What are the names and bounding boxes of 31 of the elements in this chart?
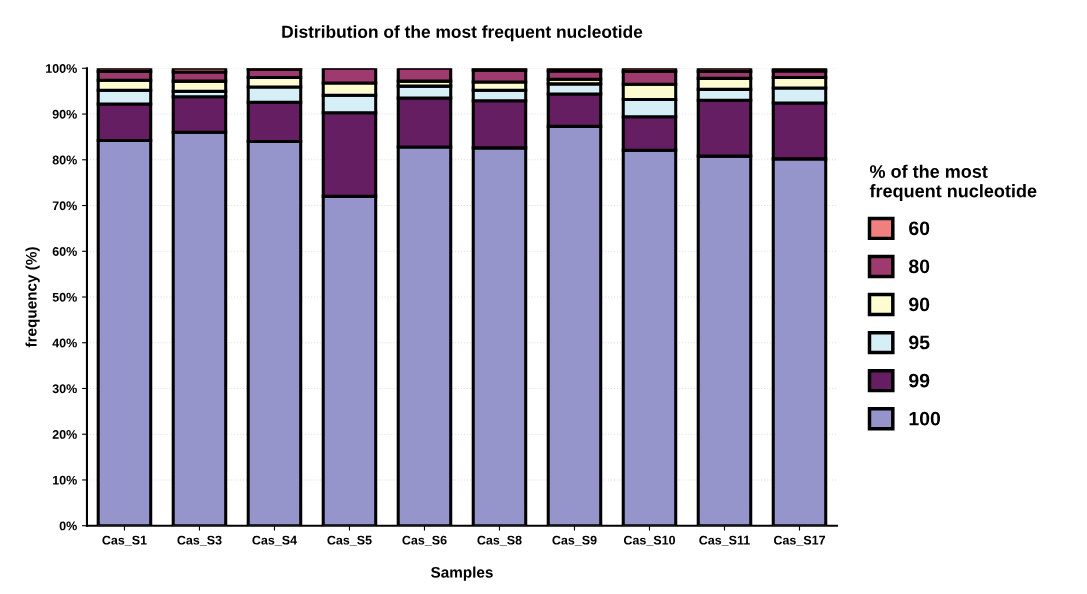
legend-label: 60 — [909, 221, 930, 236]
y-tick-label: 10% — [53, 475, 77, 485]
x-tick-label: Cas_S10 — [623, 535, 676, 546]
y-tick-label: 70% — [52, 201, 77, 211]
y-tick-label: 20% — [52, 430, 77, 439]
y-tick-label: 60% — [52, 247, 77, 256]
legend-label: 99 — [909, 373, 930, 388]
chart-title: Distribution of the most frequent nucleotide — [282, 25, 643, 42]
y-tick-label: 30% — [52, 384, 77, 394]
legend-label: 80 — [909, 259, 930, 274]
y-tick-label: 100% — [46, 64, 77, 73]
legend-label: 100 — [909, 411, 941, 426]
legend-label: 90 — [909, 297, 930, 312]
y-axis-title: frequency (%) — [25, 247, 40, 348]
y-tick-label: 90% — [52, 109, 77, 119]
x-tick-label: Cas_S1 — [102, 535, 147, 546]
x-tick-label: Cas_S3 — [177, 535, 222, 546]
legend-label: 95 — [909, 335, 930, 350]
x-tick-label: Cas_S11 — [699, 535, 750, 546]
x-tick-label: Cas_S8 — [477, 535, 522, 546]
x-axis-title: Samples — [430, 566, 493, 581]
legend-title: % of the most frequent nucleotide — [869, 164, 1037, 201]
x-tick-label: Cas_S5 — [327, 535, 372, 546]
y-tick-label: 0% — [59, 521, 77, 531]
y-tick-label: 50% — [52, 292, 77, 302]
x-tick-label: Cas_S17 — [773, 535, 825, 546]
x-tick-label: Cas_S4 — [252, 535, 297, 546]
x-tick-label: Cas_S6 — [402, 535, 447, 546]
x-tick-label: Cas_S9 — [552, 535, 597, 546]
y-tick-label: 80% — [52, 155, 77, 165]
y-tick-label: 40% — [52, 338, 77, 348]
